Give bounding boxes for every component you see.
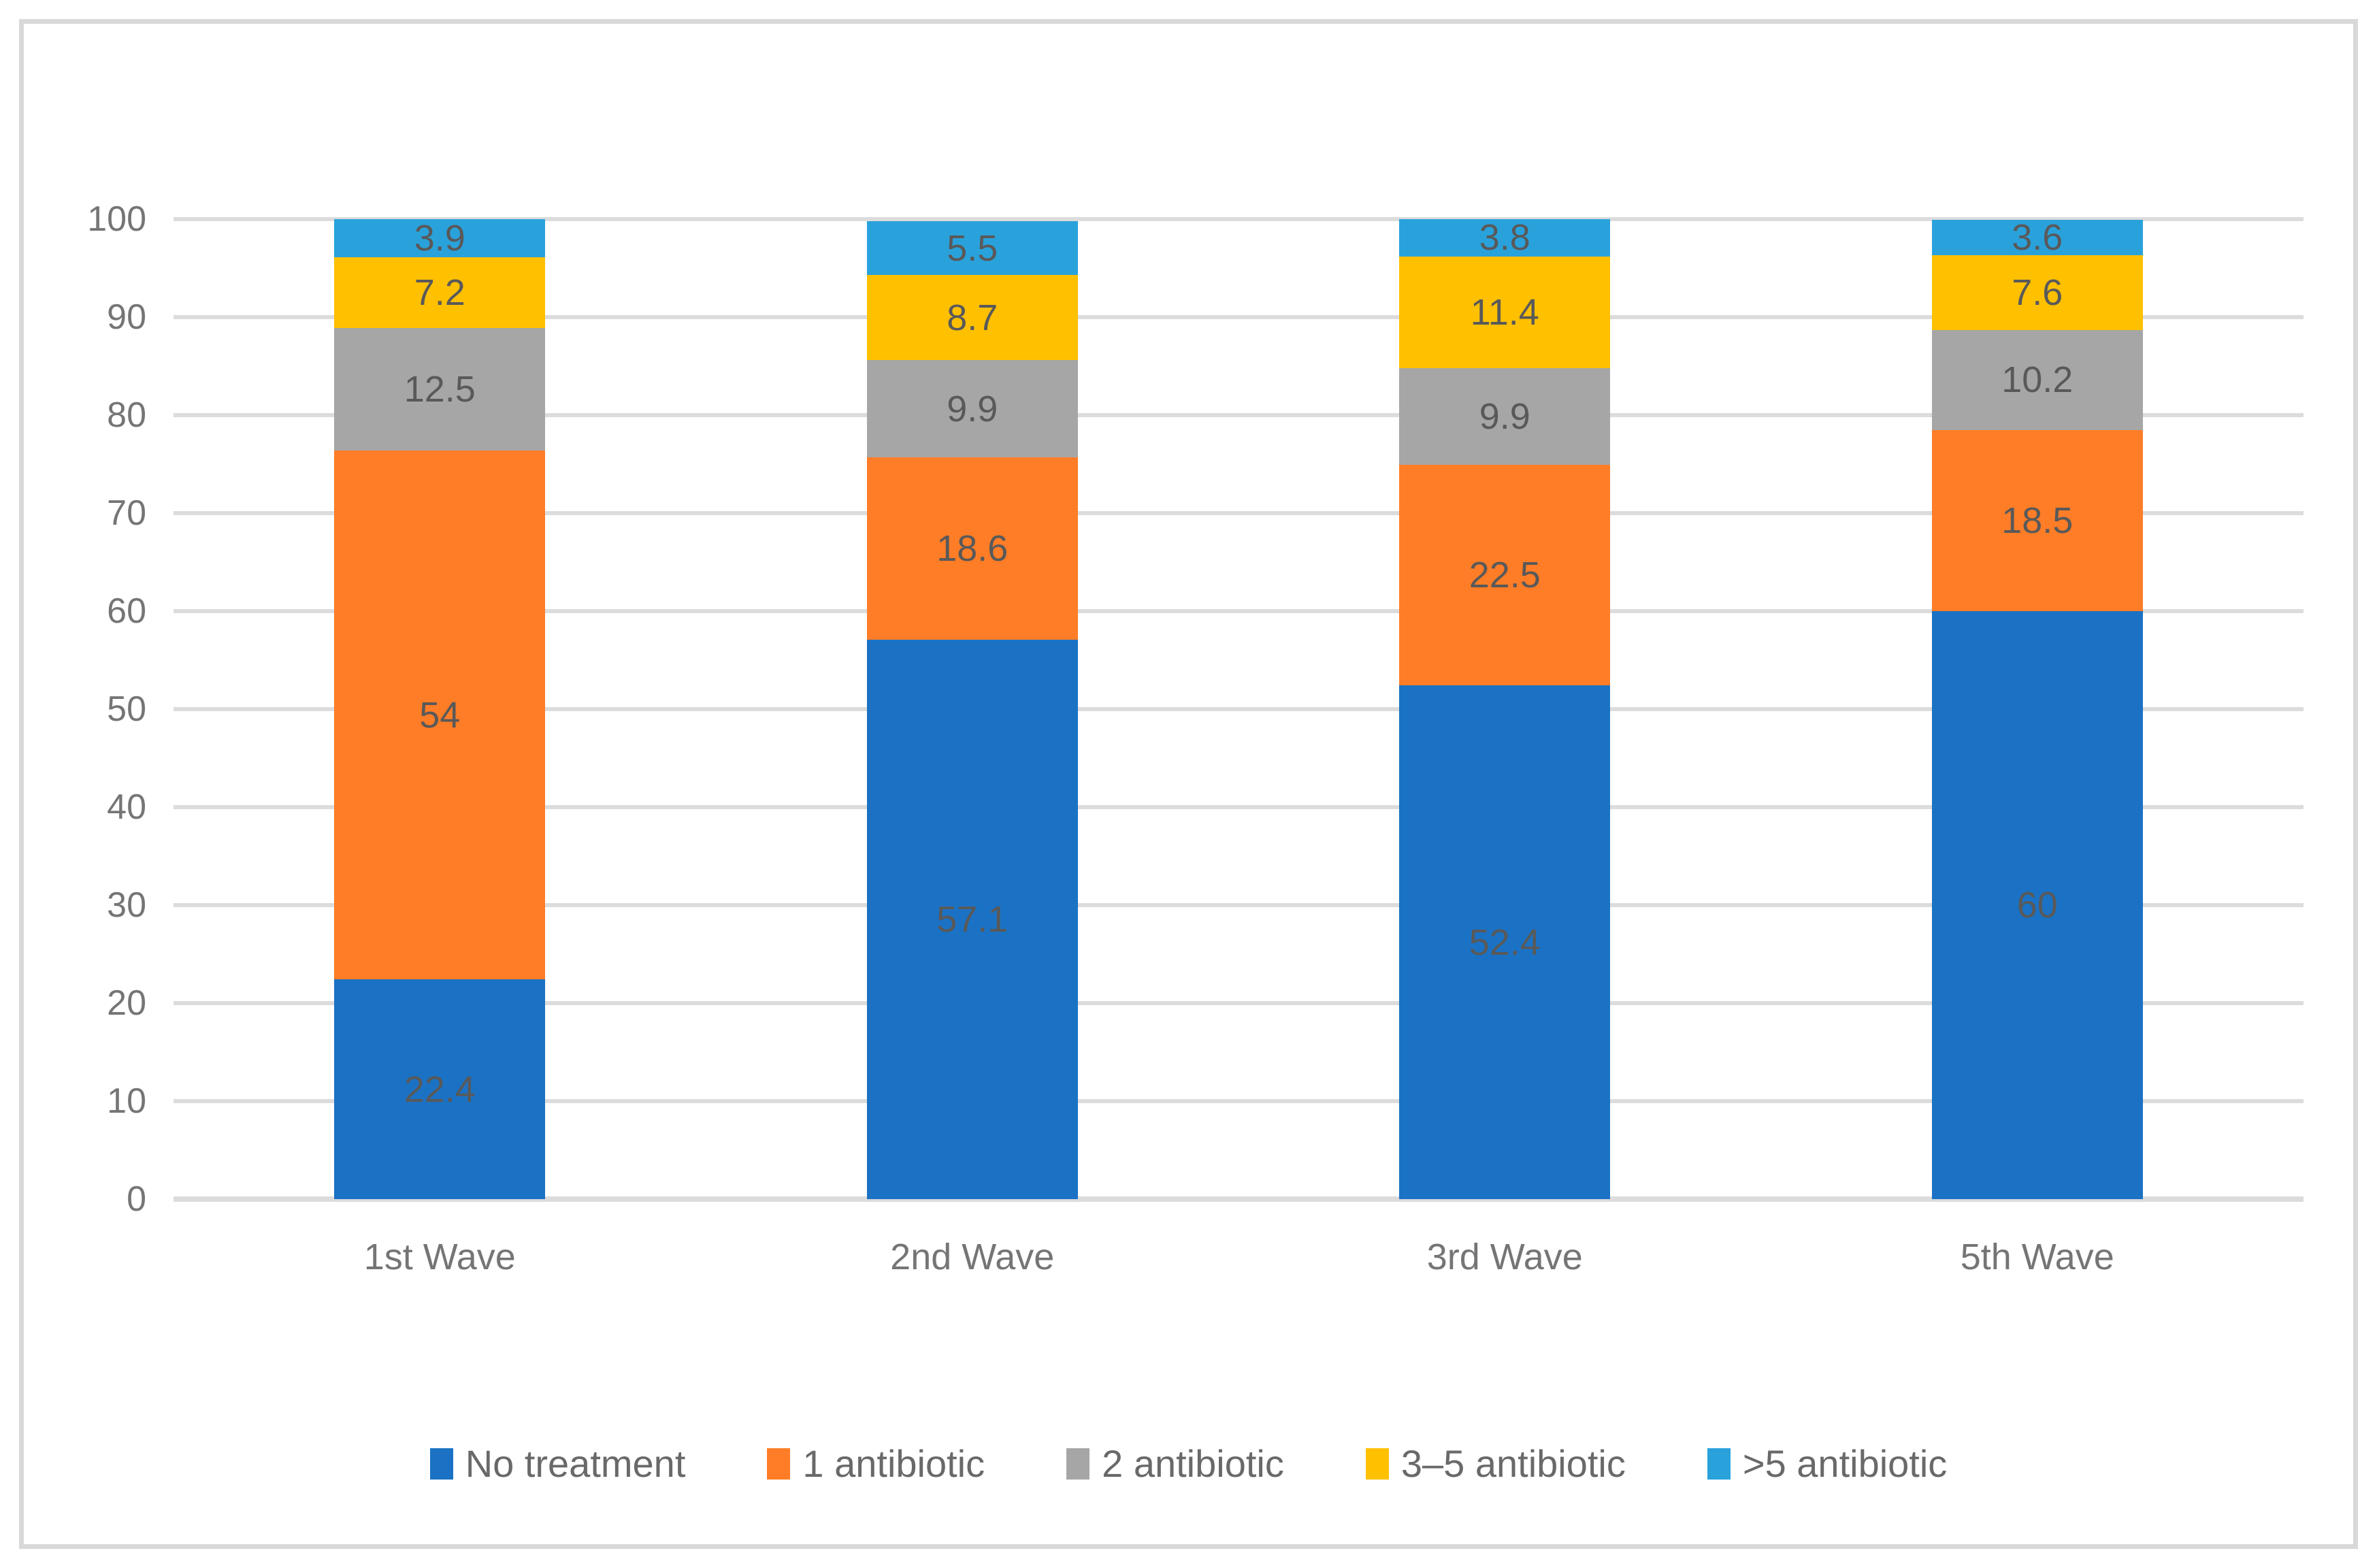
bar-segment-1-antibiotic: 54 [334, 450, 546, 980]
value-label: 60 [2016, 885, 2058, 926]
x-axis-category-label: 1st Wave [363, 1237, 516, 1277]
bar-segment-2-antibiotic: 12.5 [334, 327, 546, 451]
gridline [174, 1001, 2304, 1005]
gridline [174, 413, 2304, 417]
y-axis-tick-label: 90 [107, 297, 146, 337]
value-label: 10.2 [2001, 359, 2073, 401]
bar-segment-5-antibiotic: 5.5 [866, 220, 1078, 276]
y-axis-tick-label: 100 [87, 199, 146, 239]
gridline [174, 1099, 2304, 1103]
bar-segment-no-treatment: 22.4 [334, 979, 546, 1199]
y-axis-tick-label: 80 [107, 395, 146, 435]
y-axis: 0 10 20 30 40 50 60 70 80 90 100 [27, 199, 146, 1219]
y-axis-tick-label: 20 [107, 983, 146, 1023]
value-label: 5.5 [947, 227, 998, 269]
value-label: 54 [419, 694, 461, 736]
legend-swatch [1707, 1448, 1731, 1480]
value-label: 9.9 [947, 388, 998, 429]
gridline [174, 707, 2304, 711]
value-label: 12.5 [404, 368, 476, 410]
y-axis-tick-label: 10 [107, 1081, 146, 1121]
bar-segment-no-treatment: 57.1 [866, 639, 1078, 1199]
value-label: 22.5 [1469, 555, 1541, 596]
legend-item-5-antibiotic: >5 antibiotic [1707, 1441, 1947, 1486]
plot-area: 22.4 54 12.5 7.2 3.9 57.1 18.6 9.9 8.7 5.5 52.4 22.… [174, 217, 2304, 1202]
legend-item-2-antibiotic: 2 antibiotic [1066, 1441, 1284, 1486]
value-label: 7.6 [2012, 272, 2063, 314]
bar-segment-2-antibiotic: 9.9 [866, 360, 1078, 457]
value-label: 57.1 [936, 898, 1009, 940]
bar-segment-no-treatment: 52.4 [1399, 685, 1611, 1199]
legend-label: >5 antibiotic [1742, 1442, 1948, 1485]
value-label: 3.9 [414, 218, 465, 259]
bar-1st-wave: 22.4 54 12.5 7.2 3.9 [334, 218, 546, 1199]
bar-5th-wave: 60 18.5 10.2 7.6 3.6 [1931, 217, 2143, 1199]
legend-label: 3–5 antibiotic [1400, 1442, 1626, 1485]
bar-2nd-wave: 57.1 18.6 9.9 8.7 5.5 [866, 220, 1078, 1199]
value-label: 22.4 [404, 1068, 476, 1110]
value-label: 18.5 [2001, 500, 2073, 541]
gridline [174, 315, 2304, 319]
gridline [174, 903, 2304, 907]
value-label: 7.2 [414, 272, 465, 314]
legend-label: No treatment [465, 1442, 686, 1485]
y-axis-tick-label: 30 [107, 885, 146, 925]
value-label: 11.4 [1470, 291, 1539, 333]
gridline [174, 217, 2304, 221]
x-axis: 1st Wave 2nd Wave 3rd Wave 5th Wave [174, 1233, 2304, 1288]
legend: No treatment 1 antibiotic 2 antibiotic 3–5 … [0, 1441, 2377, 1486]
legend-item-3-5-antibiotic: 3–5 antibiotic [1365, 1441, 1626, 1486]
value-label: 9.9 [1479, 396, 1530, 438]
legend-swatch [1365, 1448, 1389, 1480]
value-label: 3.8 [1479, 217, 1530, 259]
gridline [174, 511, 2304, 515]
value-label: 18.6 [936, 527, 1009, 569]
x-axis-category-label: 3rd Wave [1426, 1237, 1583, 1277]
legend-label: 2 antibiotic [1102, 1442, 1284, 1485]
legend-item-no-treatment: No treatment [429, 1441, 686, 1486]
bar-segment-5-antibiotic: 3.8 [1399, 217, 1611, 259]
bar-segment-5-antibiotic: 3.9 [334, 218, 546, 259]
bar-3rd-wave: 52.4 22.5 9.9 11.4 3.8 [1399, 217, 1611, 1199]
y-axis-tick-label: 40 [107, 787, 146, 827]
bar-segment-2-antibiotic: 9.9 [1399, 368, 1611, 466]
bar-segment-1-antibiotic: 18.6 [866, 457, 1078, 640]
x-axis-category-label: 5th Wave [1960, 1237, 2114, 1277]
x-axis-category-label: 2nd Wave [890, 1237, 1055, 1277]
y-axis-tick-label: 60 [107, 591, 146, 631]
legend-item-1-antibiotic: 1 antibiotic [767, 1441, 985, 1486]
bar-segment-1-antibiotic: 22.5 [1399, 465, 1611, 686]
value-label: 52.4 [1469, 921, 1541, 963]
bar-segment-5-antibiotic: 3.6 [1931, 217, 2143, 258]
bar-segment-3-5-antibiotic: 8.7 [866, 275, 1078, 361]
x-axis-baseline [174, 1196, 2304, 1202]
legend-swatch [767, 1448, 791, 1480]
y-axis-tick-label: 70 [107, 493, 146, 533]
y-axis-tick-label: 50 [107, 689, 146, 729]
y-axis-tick-label: 0 [127, 1179, 146, 1219]
bar-segment-no-treatment: 60 [1931, 611, 2143, 1199]
legend-swatch [429, 1448, 453, 1480]
bar-segment-3-5-antibiotic: 11.4 [1399, 256, 1611, 368]
bar-segment-3-5-antibiotic: 7.2 [334, 257, 546, 328]
legend-swatch [1066, 1448, 1090, 1480]
value-label: 3.6 [2012, 217, 2063, 259]
bar-segment-2-antibiotic: 10.2 [1931, 329, 2143, 430]
bar-segment-1-antibiotic: 18.5 [1931, 429, 2143, 611]
value-label: 8.7 [947, 297, 998, 338]
legend-label: 1 antibiotic [802, 1442, 985, 1485]
gridline [174, 805, 2304, 809]
gridline [174, 609, 2304, 613]
bar-segment-3-5-antibiotic: 7.6 [1931, 255, 2143, 330]
